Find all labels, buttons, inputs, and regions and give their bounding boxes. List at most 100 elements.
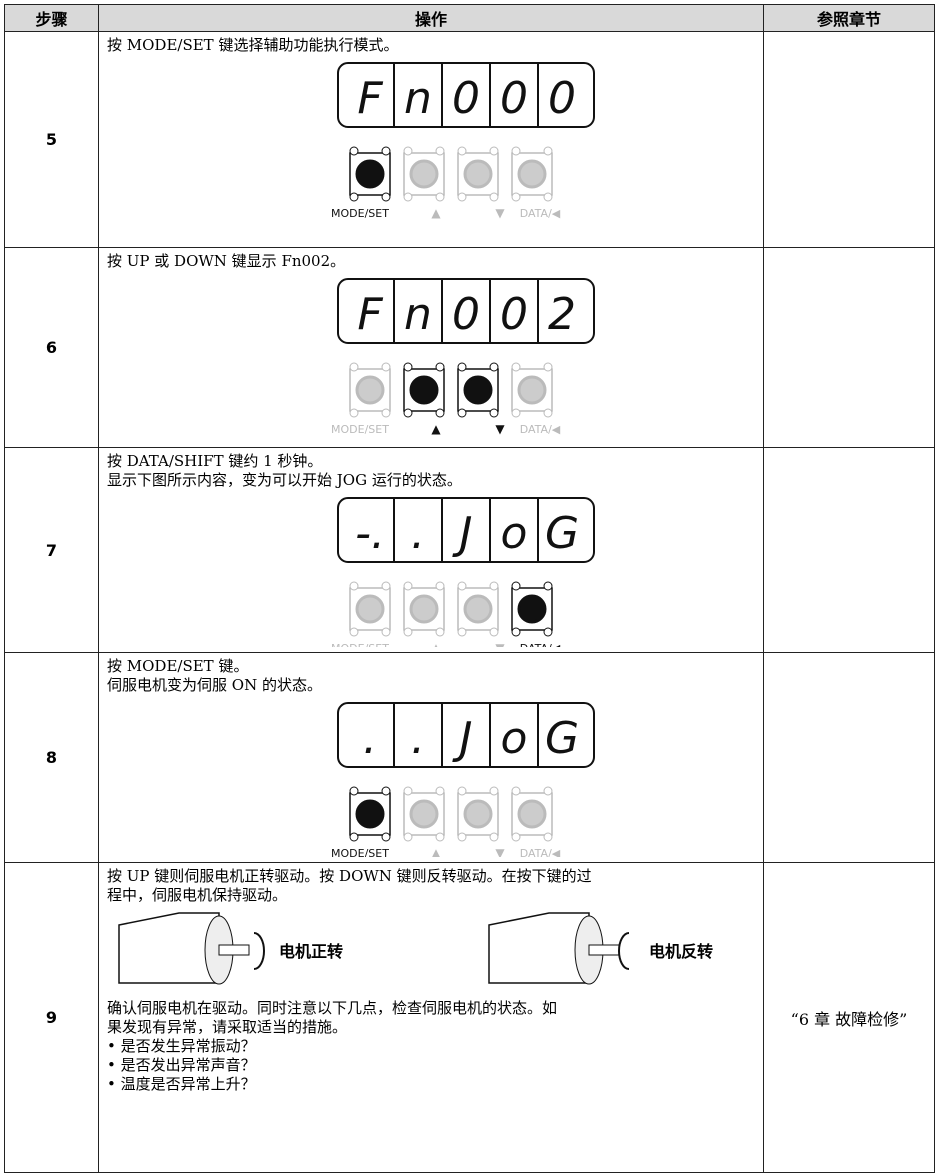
motor-body	[488, 912, 590, 984]
button-pin	[435, 408, 445, 418]
button-pin	[457, 832, 467, 842]
button-pin	[489, 146, 499, 156]
button-pin	[457, 581, 467, 591]
button-label: DATA/◀	[520, 423, 561, 436]
digit: 0	[452, 73, 480, 124]
button-pin	[457, 627, 467, 637]
button-label: ▲	[431, 422, 441, 436]
digit: .	[411, 508, 425, 559]
button-label: ▼	[495, 846, 505, 857]
button-pin	[349, 581, 359, 591]
button-label: DATA/◀	[520, 642, 561, 647]
header-row: 步骤 操作 参照章节	[4, 4, 935, 32]
operation-cell: 按 UP 键则伺服电机正转驱动。按 DOWN 键则反转驱动。在按下键的过 程中，伺…	[98, 862, 764, 1173]
button-pin	[435, 786, 445, 796]
motor-body	[118, 912, 220, 984]
button-pin	[349, 832, 359, 842]
motor-label: 电机正转	[279, 942, 343, 961]
button-cap	[355, 799, 385, 829]
button-pin	[543, 832, 553, 842]
button-pin	[435, 146, 445, 156]
button-pin	[511, 408, 521, 418]
button-label: DATA/◀	[520, 847, 561, 857]
button-pin	[543, 362, 553, 372]
digit: F	[357, 289, 383, 340]
digit: .	[363, 713, 377, 764]
button-pin	[381, 627, 391, 637]
button-pin	[435, 581, 445, 591]
text-line: 程中，伺服电机保持驱动。	[107, 886, 288, 904]
button-pin	[511, 192, 521, 202]
button-label: MODE/SET	[331, 423, 389, 436]
reference-cell	[763, 652, 935, 863]
button-cap	[409, 594, 439, 624]
button-pin	[457, 408, 467, 418]
motor-figure: 电机正转 电机反转	[118, 912, 713, 985]
header-cell: 步骤	[4, 4, 99, 32]
button-pin	[349, 192, 359, 202]
button-cap	[355, 159, 385, 189]
button-pin	[349, 362, 359, 372]
step-cell: 6	[4, 247, 99, 448]
header-cell: 参照章节	[763, 4, 935, 32]
display-frame	[337, 278, 595, 344]
button-cap	[463, 799, 493, 829]
panel: -.. JoG MODE/SET ▲ ▼ DATA/◀	[331, 497, 595, 655]
button-label: ▼	[495, 641, 505, 647]
button-pin	[403, 362, 413, 372]
button-pin	[543, 146, 553, 156]
button-pin	[349, 146, 359, 156]
digit: 0	[500, 73, 528, 124]
button-pin	[511, 832, 521, 842]
motor-shaft	[218, 944, 250, 956]
motor-label: 电机反转	[649, 942, 713, 961]
button-pin	[543, 581, 553, 591]
button-pin	[489, 627, 499, 637]
button-pin	[435, 832, 445, 842]
button-pin	[381, 786, 391, 796]
bullet: • 是否发生异常振动？	[107, 1037, 256, 1055]
button-pin	[489, 192, 499, 202]
display-frame	[337, 702, 595, 768]
button-cap	[355, 375, 385, 405]
button-label: MODE/SET	[331, 207, 389, 220]
button-label: ▲	[431, 206, 441, 220]
step-cell: 5	[4, 31, 99, 248]
button-cap	[517, 159, 547, 189]
reference-cell: “6 章 故障检修”	[763, 862, 935, 1173]
button-pin	[457, 192, 467, 202]
button-pin	[381, 408, 391, 418]
digit: F	[357, 73, 383, 124]
button-cap	[463, 159, 493, 189]
digit: 2	[548, 289, 576, 340]
button-pin	[543, 192, 553, 202]
button-cap	[409, 799, 439, 829]
button-pin	[381, 832, 391, 842]
button-cap	[517, 375, 547, 405]
step-cell: 8	[4, 652, 99, 863]
button-label: ▼	[495, 206, 505, 220]
text-line: 伺服电机变为伺服 ON 的状态。	[107, 676, 322, 694]
button-pin	[489, 362, 499, 372]
digit: G	[545, 713, 579, 764]
digit: J	[452, 713, 473, 764]
text-line: 按 UP 键则伺服电机正转驱动。按 DOWN 键则反转驱动。在按下键的过	[107, 867, 592, 885]
digit: 0	[500, 289, 528, 340]
reference-cell	[763, 31, 935, 248]
digit: -.	[355, 508, 385, 559]
digit: n	[404, 289, 432, 340]
operation: 按 UP 键则伺服电机正转驱动。按 DOWN 键则反转驱动。在按下键的过 程中，伺…	[99, 863, 763, 1094]
button-label: MODE/SET	[331, 847, 389, 857]
